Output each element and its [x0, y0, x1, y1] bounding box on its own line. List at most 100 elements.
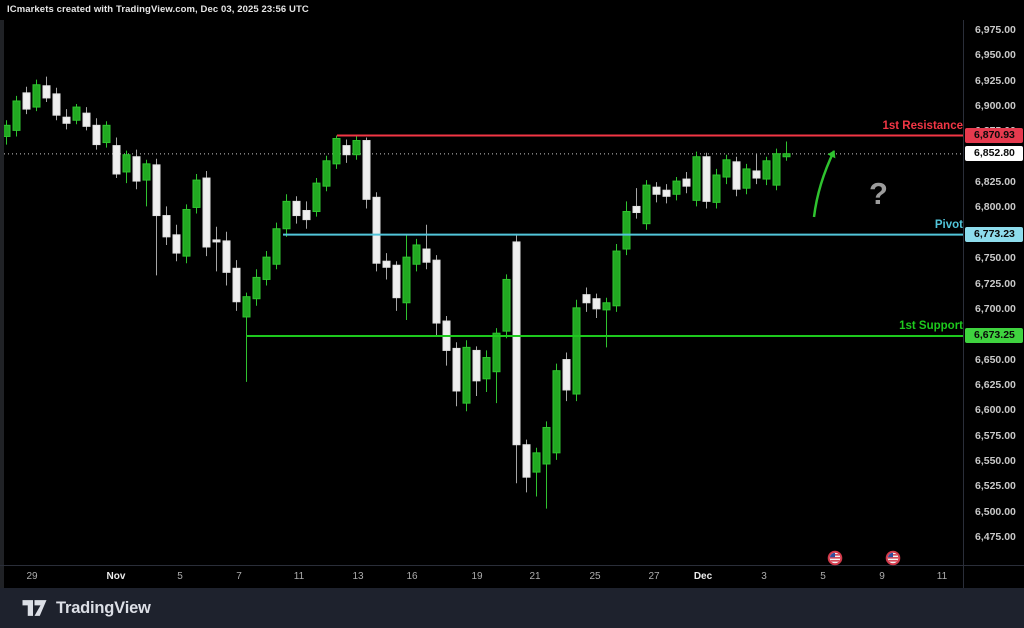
candle [622, 201, 631, 256]
candle [612, 243, 621, 312]
candle [42, 76, 51, 102]
price-axis-label: 6,800.00 [975, 201, 1016, 214]
candle [522, 439, 531, 493]
candle [22, 86, 31, 115]
price-axis-label: 6,750.00 [975, 252, 1016, 265]
candle [362, 137, 371, 209]
price-axis-label: 6,525.00 [975, 480, 1016, 493]
tradingview-logo-icon [22, 600, 47, 616]
left-edge-strip [0, 20, 4, 588]
candle [282, 194, 291, 237]
candlestick-chart-canvas[interactable] [0, 0, 963, 588]
price-axis-label: 6,600.00 [975, 404, 1016, 417]
candle [542, 421, 551, 509]
price-axis-label: 6,725.00 [975, 277, 1016, 290]
candle [172, 224, 181, 262]
candle [62, 109, 71, 130]
support-label[interactable]: 1st Support [899, 319, 963, 332]
candle [272, 222, 281, 270]
candle [592, 293, 601, 318]
price-axis-label: 6,625.00 [975, 378, 1016, 391]
economic-event-flag-icon[interactable] [885, 550, 901, 566]
tradingview-brand-text: TradingView [56, 598, 151, 617]
candle [732, 156, 741, 197]
economic-event-flag-icon[interactable] [827, 550, 843, 566]
resistance-label[interactable]: 1st Resistance [882, 119, 963, 132]
candle [152, 158, 161, 276]
time-axis-divider [0, 565, 1024, 566]
pivot-price-tag: 6,773.23 [965, 227, 1023, 243]
candle [782, 141, 791, 161]
candle [742, 163, 751, 195]
time-label: 19 [471, 571, 483, 582]
pivot-label[interactable]: Pivot [934, 218, 963, 231]
time-label: 13 [352, 571, 364, 582]
candle [712, 168, 721, 209]
candle [142, 159, 151, 207]
time-label: 11 [293, 571, 305, 582]
candle [642, 180, 651, 230]
candle [302, 201, 311, 229]
candle [462, 340, 471, 412]
price-axis-label: 6,550.00 [975, 454, 1016, 467]
candle [672, 177, 681, 201]
price-axis-label: 6,650.00 [975, 353, 1016, 366]
candle [122, 150, 131, 184]
price-axis-label: 6,900.00 [975, 100, 1016, 113]
time-label: 27 [648, 571, 660, 582]
candle [532, 447, 541, 497]
time-axis[interactable]: 29 Nov 5 7 11 13 16 19 21 25 27 Dec 3 5 9 11 [0, 566, 1024, 588]
price-axis-divider [963, 20, 964, 588]
price-axis-label: 6,500.00 [975, 505, 1016, 518]
candle [472, 346, 481, 397]
last-price-price-tag: 6,852.80 [965, 146, 1023, 162]
candle [702, 152, 711, 209]
candle [182, 204, 191, 264]
candle [192, 173, 201, 214]
price-axis-label: 6,475.00 [975, 531, 1016, 543]
time-label: 11 [936, 571, 948, 582]
candle [202, 170, 211, 257]
tradingview-brand-link[interactable]: TradingView [21, 599, 151, 618]
candle [32, 79, 41, 112]
time-label: Dec [693, 571, 713, 582]
candle [322, 155, 331, 192]
candle [102, 121, 111, 148]
candle [442, 315, 451, 366]
price-axis-label: 6,825.00 [975, 176, 1016, 189]
question-mark-annotation[interactable]: ? [869, 176, 888, 211]
candle [412, 238, 421, 272]
time-label: 21 [529, 571, 541, 582]
candle [132, 149, 141, 190]
chart-attribution: ICmarkets created with TradingView.com, … [7, 4, 309, 15]
candle [212, 226, 221, 272]
time-label: 25 [589, 571, 601, 582]
time-label: 5 [820, 571, 826, 582]
candle [52, 87, 61, 121]
candle [162, 206, 171, 245]
candle [722, 154, 731, 185]
candle [382, 253, 391, 280]
price-axis-label: 6,925.00 [975, 74, 1016, 87]
candle [682, 171, 691, 194]
support-price-tag: 6,673.25 [965, 328, 1023, 344]
candle [232, 260, 241, 311]
candle [652, 182, 661, 203]
candle [512, 233, 521, 484]
price-axis-label: 6,700.00 [975, 302, 1016, 315]
up-arrow-drawing[interactable] [812, 150, 836, 218]
candle [262, 251, 271, 286]
candle [12, 95, 21, 137]
candle [292, 196, 301, 224]
candle [402, 234, 411, 321]
candle [572, 299, 581, 402]
candle [452, 342, 461, 407]
time-label: 29 [26, 571, 38, 582]
candle [602, 297, 611, 348]
candle [422, 224, 431, 270]
candle [72, 104, 81, 125]
price-axis[interactable]: 6,975.006,950.006,925.006,900.006,875.00… [964, 0, 1024, 588]
candle [82, 107, 91, 131]
time-label: 7 [236, 571, 242, 582]
